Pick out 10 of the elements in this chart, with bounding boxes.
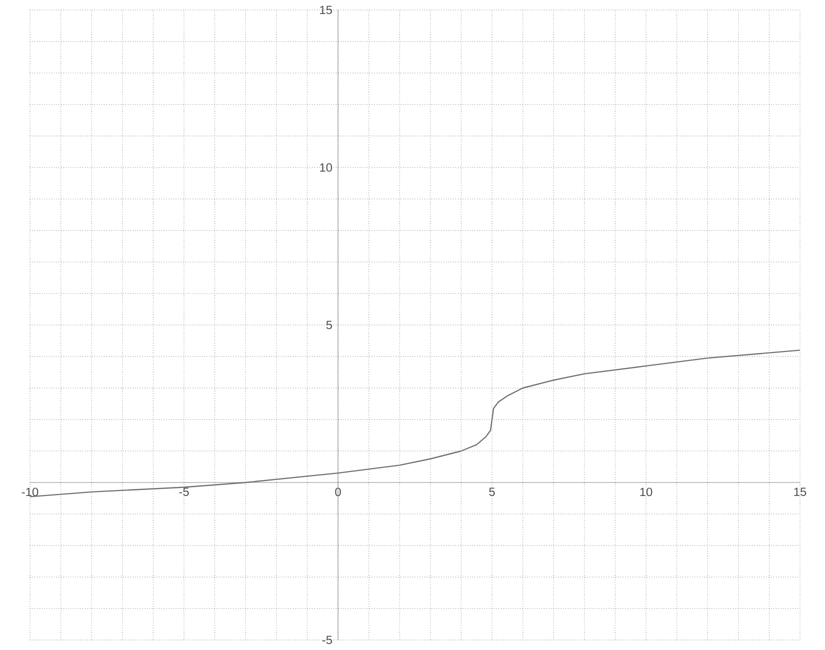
x-tick-label: -10	[22, 488, 38, 496]
y-tick-label: -5	[322, 636, 332, 644]
y-tick-label: 15	[320, 6, 332, 14]
x-tick-label: -5	[179, 488, 189, 496]
x-tick-label: 15	[794, 488, 806, 496]
x-tick-label: 5	[489, 488, 495, 496]
y-tick-label: 5	[326, 320, 332, 330]
y-tick-label: 10	[320, 163, 332, 172]
x-tick-label: 10	[640, 488, 652, 496]
x-tick-label: 0	[335, 488, 341, 496]
